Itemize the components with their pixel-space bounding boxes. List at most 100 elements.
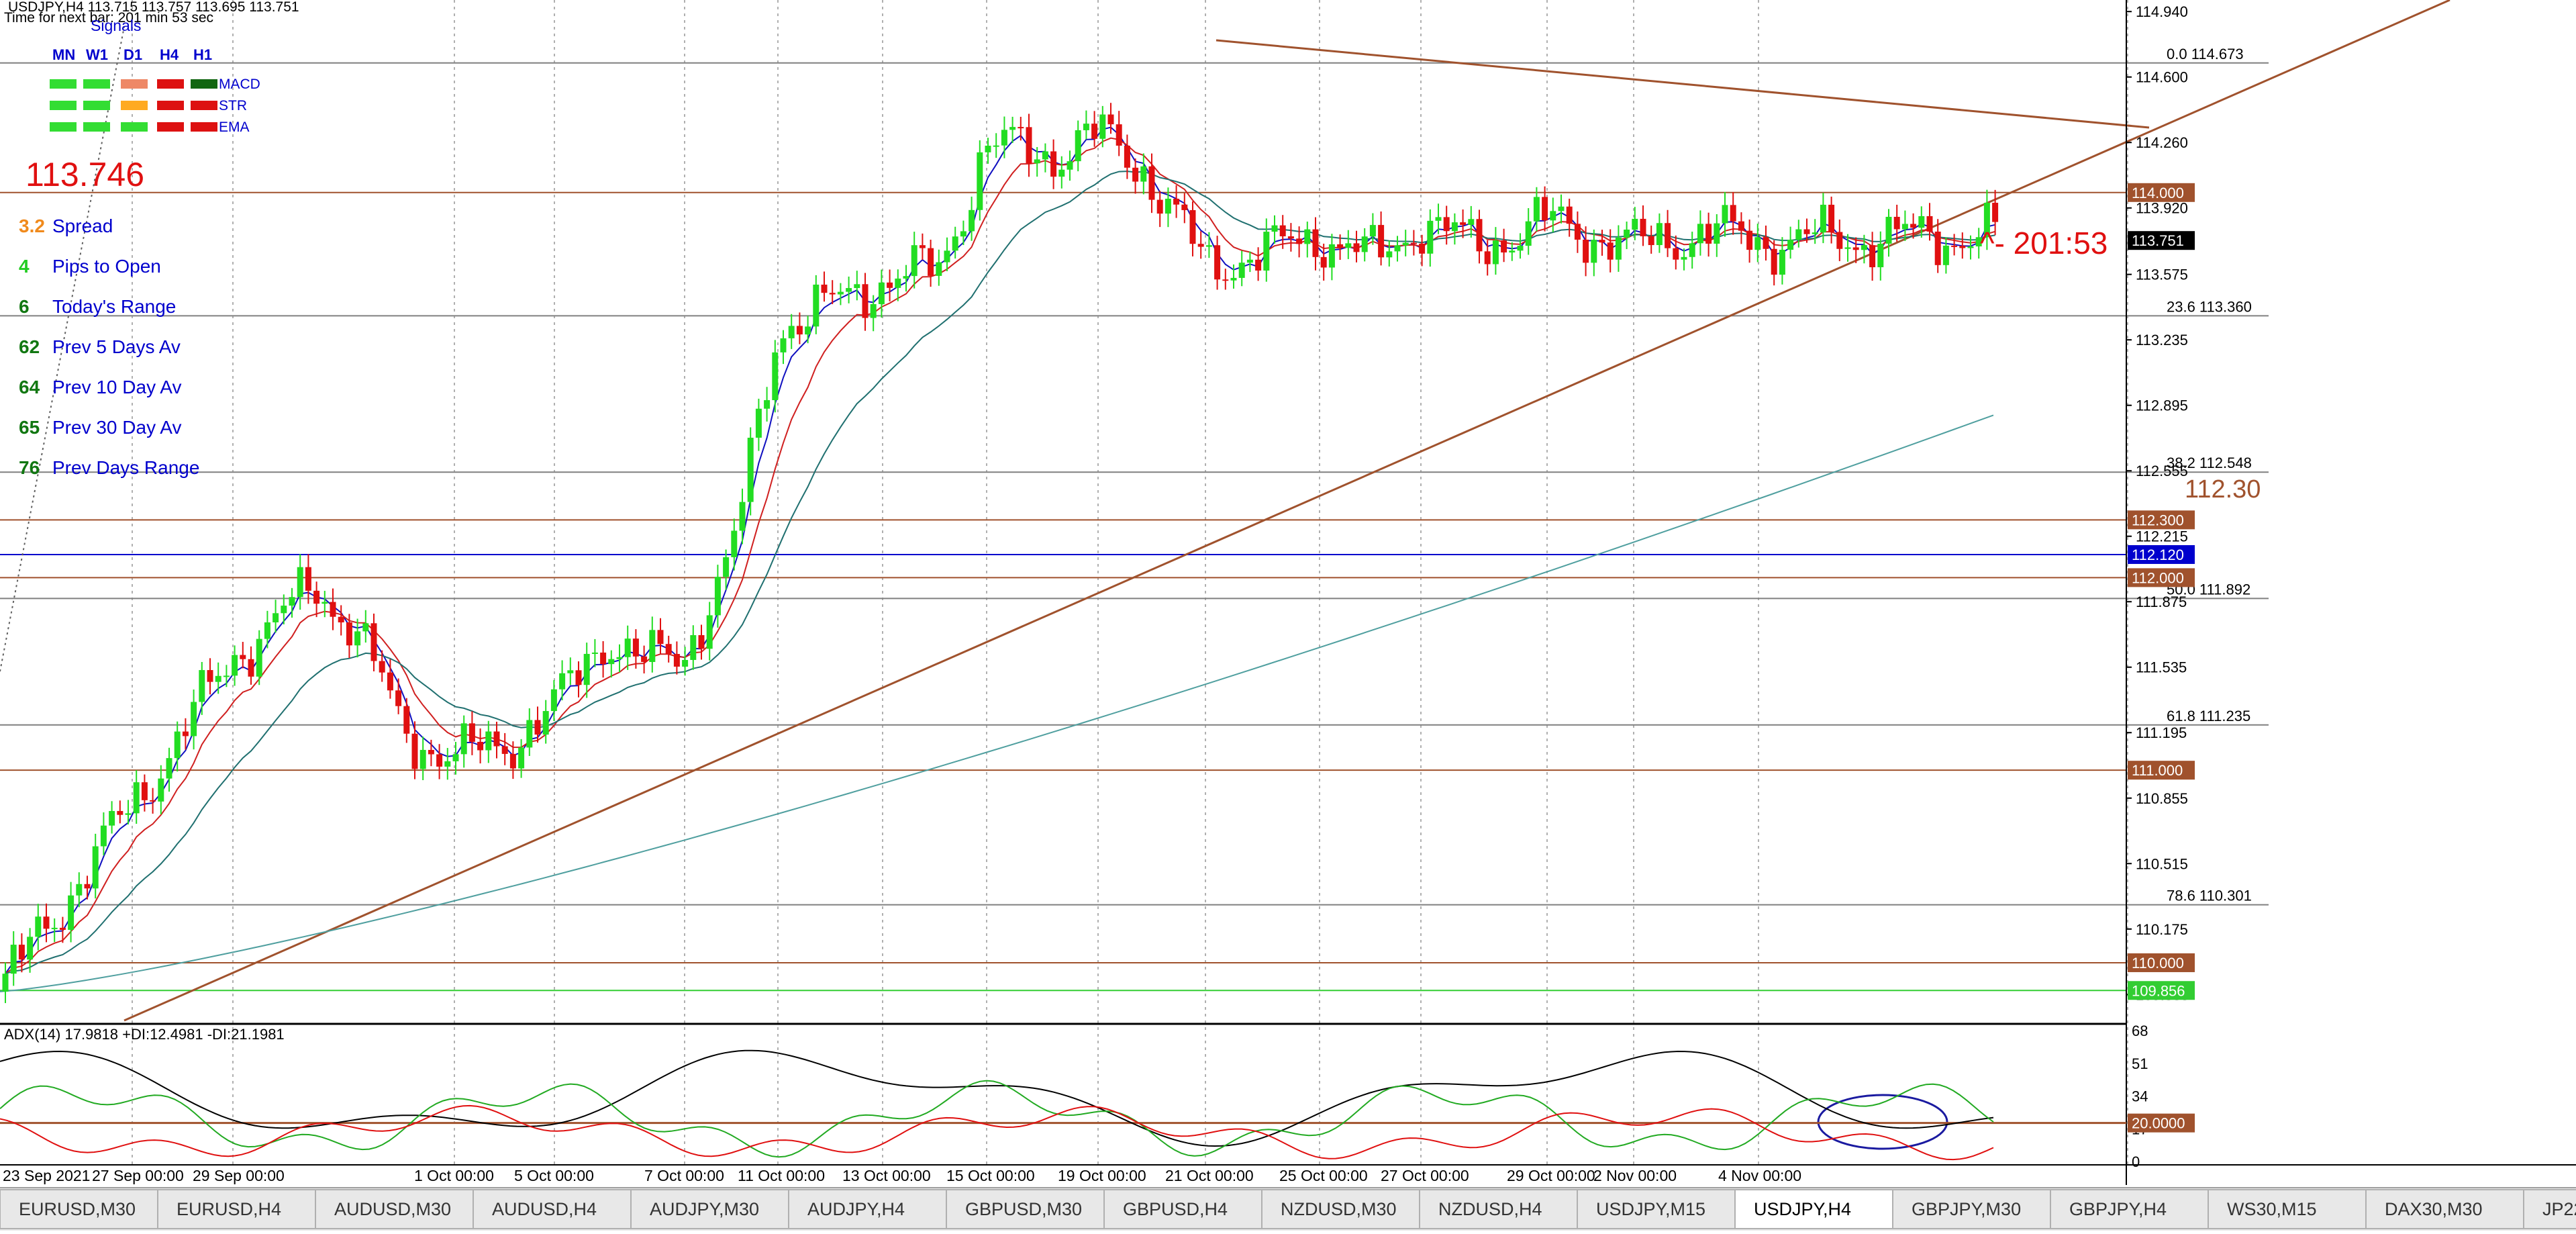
candle-body (1484, 251, 1491, 265)
price-axis-label: 112.895 (2136, 397, 2188, 414)
candle-body (166, 758, 172, 779)
tab-label[interactable]: USDJPY,H4 (1754, 1199, 1851, 1219)
candle-body (1492, 240, 1499, 265)
candle-body (1501, 240, 1507, 253)
candle-body (379, 661, 385, 673)
candle-body (2, 974, 9, 992)
tab-jp225-m15[interactable] (2523, 1189, 2576, 1229)
candle-body (1410, 242, 1417, 244)
tab-eurusd-h4[interactable] (157, 1189, 316, 1229)
tab-label[interactable]: USDJPY,M15 (1596, 1199, 1705, 1219)
candle-body (1763, 237, 1769, 249)
candle-body (1026, 127, 1032, 164)
candle-body (1926, 216, 1933, 232)
signals-row-label: STR (219, 98, 247, 113)
tab-label[interactable]: AUDUSD,M30 (334, 1199, 451, 1219)
tab-ws30-m15[interactable] (2208, 1189, 2367, 1229)
candle-body (191, 702, 197, 737)
candle-body (1583, 239, 1589, 263)
candle-body (27, 937, 34, 960)
time-axis-label: 25 Oct 00:00 (1279, 1167, 1368, 1184)
tab-label[interactable]: NZDUSD,M30 (1281, 1199, 1397, 1219)
price-tag-label: 112.120 (2132, 547, 2184, 563)
tab-label[interactable]: NZDUSD,H4 (1438, 1199, 1542, 1219)
tab-label[interactable]: AUDJPY,H4 (807, 1199, 905, 1219)
tab-label[interactable]: WS30,M15 (2227, 1199, 2317, 1219)
candle-body (1934, 231, 1941, 265)
tab-label[interactable]: DAX30,M30 (2385, 1199, 2483, 1219)
tab-gbpjpy-m30[interactable] (1892, 1189, 2051, 1229)
candle-body (1877, 243, 1884, 268)
tab-label[interactable]: GBPJPY,M30 (1912, 1199, 2021, 1219)
tab-label[interactable]: GBPUSD,M30 (965, 1199, 1082, 1219)
adx-level-tag (2128, 1113, 2195, 1133)
ema-medium-line (5, 137, 1995, 975)
candle-body (411, 733, 418, 769)
price-axis-label: 113.920 (2136, 200, 2188, 217)
tab-usdjpy-m15[interactable] (1577, 1189, 1736, 1229)
candle-body (1148, 166, 1155, 200)
candle-body (813, 284, 820, 327)
tab-label[interactable]: EURUSD,M30 (19, 1199, 136, 1219)
price-axis-label: 114.260 (2136, 134, 2188, 151)
candle-body (1042, 151, 1048, 160)
tab-gbpjpy-h4[interactable] (2050, 1189, 2209, 1229)
stat-value: 65 (19, 417, 40, 438)
price-axis: 114.940 114.600 114.260 113.920 113.575 113.2… (2126, 0, 2189, 1185)
tab-usdjpy-h4[interactable] (1734, 1189, 1893, 1229)
candle-body (460, 723, 467, 755)
candle-body (1640, 218, 1646, 236)
candle-body (1394, 245, 1401, 252)
candle-body (780, 338, 787, 352)
signal-block (83, 79, 110, 89)
candle-body (387, 672, 393, 691)
candle-body (1795, 229, 1802, 240)
candle-body (1738, 221, 1744, 231)
tab-label[interactable]: AUDJPY,M30 (650, 1199, 759, 1219)
candle-body (1435, 217, 1442, 221)
adx-label: ADX(14) 17.9818 +DI:12.4981 -DI:21.1981 (4, 1026, 285, 1043)
candle-body (526, 720, 533, 748)
candle-body (485, 731, 492, 751)
candle-body (1476, 219, 1483, 252)
candle-body (706, 615, 713, 649)
tab-audjpy-m30[interactable] (630, 1189, 789, 1229)
tab-label[interactable]: GBPJPY,H4 (2069, 1199, 2167, 1219)
candle-body (92, 846, 99, 889)
tab-audusd-m30[interactable] (315, 1189, 474, 1229)
tab-nzdusd-h4[interactable] (1419, 1189, 1578, 1229)
candle-body (1591, 240, 1597, 263)
tab-dax30-m30[interactable] (2365, 1189, 2524, 1229)
signal-block (50, 122, 77, 132)
tab-label[interactable]: GBPUSD,H4 (1123, 1199, 1228, 1219)
candle-body (100, 825, 107, 847)
signal-block (157, 101, 184, 110)
candle-body (641, 656, 648, 663)
price-axis-label: 112.555 (2136, 463, 2188, 479)
candle-body (649, 630, 656, 663)
time-axis-label: 2 Nov 00:00 (1593, 1167, 1677, 1184)
signal-block (121, 101, 148, 110)
tab-label[interactable]: EURUSD,H4 (177, 1199, 281, 1219)
candle-body (141, 782, 148, 800)
candle-body (84, 884, 91, 889)
candle-body (1820, 204, 1826, 233)
signal-block (83, 122, 110, 132)
signals-row-label: EMA (219, 120, 250, 135)
tab-eurusd-m30[interactable] (0, 1189, 158, 1229)
adx-plus-di-line (0, 1080, 1994, 1158)
tab-audusd-h4[interactable] (473, 1189, 632, 1229)
tab-gbpusd-h4[interactable] (1103, 1189, 1262, 1229)
tab-audjpy-h4[interactable] (788, 1189, 947, 1229)
tab-gbpusd-m30[interactable] (946, 1189, 1105, 1229)
signals-column-header: W1 (86, 46, 108, 63)
candle-body (1771, 248, 1777, 275)
candle-body (1893, 216, 1900, 230)
stat-label: Prev 5 Days Av (52, 336, 181, 357)
candle-body (805, 326, 811, 335)
tab-label[interactable]: JP225,M15 (2542, 1199, 2576, 1219)
candle-body (207, 670, 213, 682)
tab-label[interactable]: AUDUSD,H4 (492, 1199, 597, 1219)
